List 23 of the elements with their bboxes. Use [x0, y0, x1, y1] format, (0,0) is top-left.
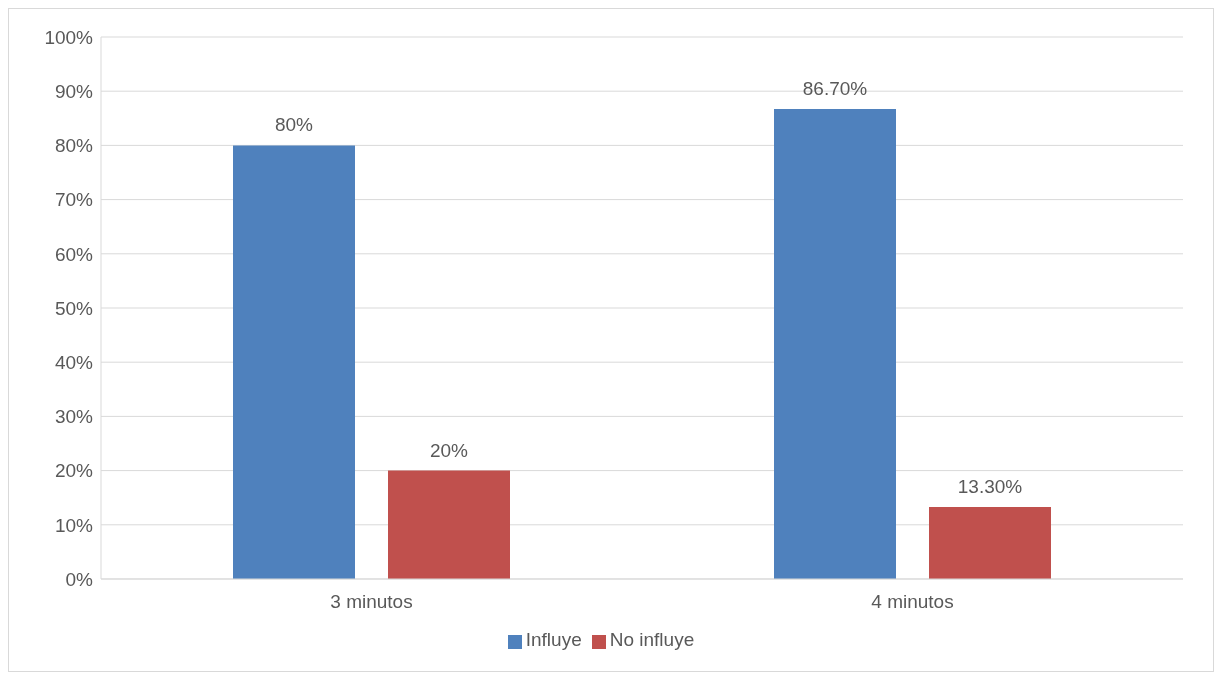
bar: [929, 506, 1051, 579]
y-tick-label: 10%: [54, 514, 94, 536]
bar: [774, 109, 896, 579]
bar: [388, 470, 510, 579]
y-tick-label: 70%: [54, 189, 94, 211]
y-tick-label: 30%: [54, 406, 94, 428]
x-tick-label: 4 minutos: [871, 591, 954, 613]
y-tick-label: 90%: [54, 80, 94, 102]
legend-label: Influye: [525, 629, 582, 650]
legend-label: No influye: [609, 629, 695, 650]
y-tick-label: 50%: [54, 297, 94, 319]
bar: [233, 145, 355, 579]
y-tick-label: 100%: [44, 26, 94, 48]
data-label: 13.30%: [957, 475, 1023, 497]
y-tick-label: 0%: [65, 568, 94, 590]
y-tick-label: 20%: [54, 460, 94, 482]
y-tick-label: 40%: [54, 351, 94, 373]
y-tick-label: 60%: [54, 243, 94, 265]
data-label: 80%: [274, 114, 314, 136]
y-tick-label: 80%: [54, 135, 94, 157]
x-tick-label: 3 minutos: [330, 591, 413, 613]
data-label: 86.70%: [802, 78, 868, 100]
data-label: 20%: [429, 439, 469, 461]
